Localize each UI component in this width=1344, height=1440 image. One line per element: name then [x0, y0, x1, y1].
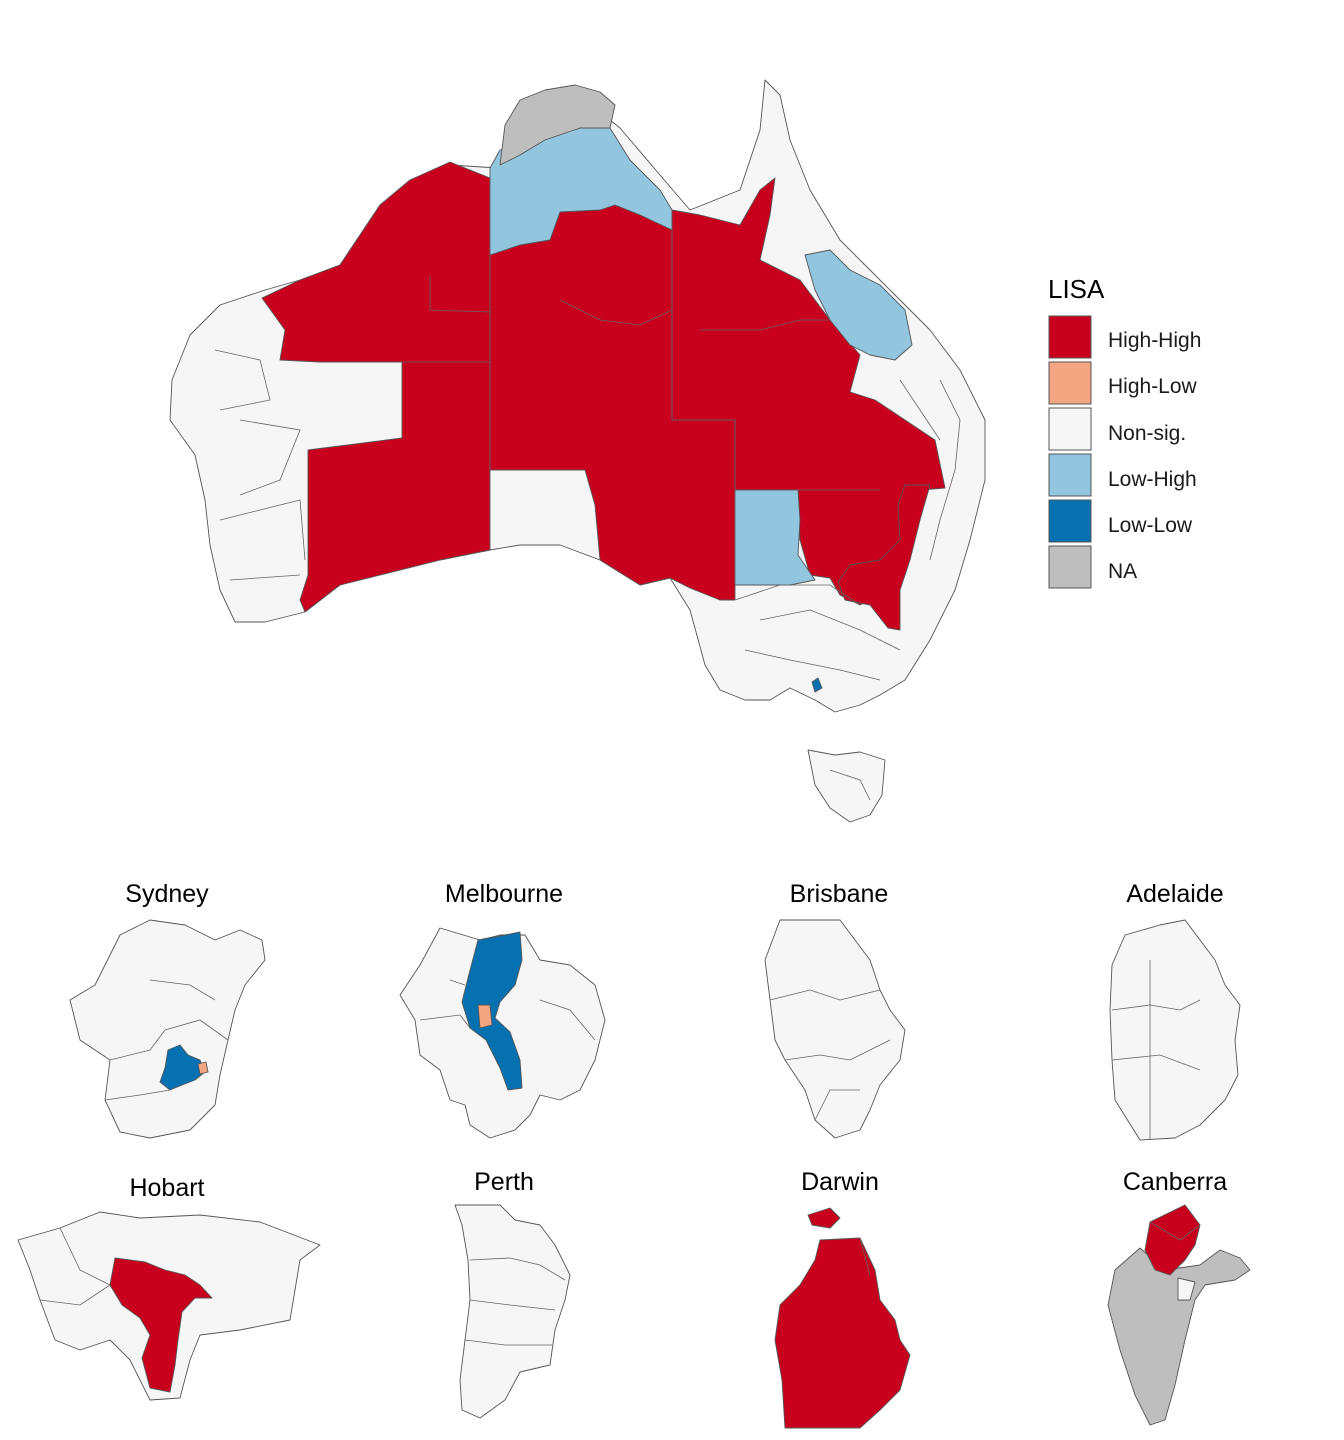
sydney-region-low-low	[159, 1044, 206, 1091]
canberra-region-high-high	[1144, 1204, 1201, 1276]
legend-item-low-low: Low-Low	[1048, 499, 1193, 543]
inset-title-brisbane: Brisbane	[790, 880, 889, 908]
legend-key-na	[1048, 545, 1092, 589]
legend-label-high-high: High-High	[1108, 329, 1201, 352]
legend-label-low-high: Low-High	[1108, 468, 1197, 491]
main-map-boundaries	[214, 178, 961, 801]
canberra-region-non-sig	[1177, 1277, 1196, 1301]
sydney-region-high-low	[197, 1061, 209, 1075]
legend-key-high-high	[1048, 315, 1092, 359]
adelaide-region-base	[1109, 919, 1241, 1141]
melbourne-region-low-low	[461, 931, 523, 1091]
inset-title-perth: Perth	[474, 1168, 534, 1196]
inset-brisbane: Brisbane	[764, 880, 906, 1139]
inset-title-sydney: Sydney	[125, 880, 209, 908]
legend-key-low-high	[1048, 453, 1092, 497]
inset-title-melbourne: Melbourne	[445, 880, 563, 908]
inset-sydney: Sydney	[69, 880, 266, 1139]
region-high-high-west	[261, 161, 491, 613]
australia-map	[169, 79, 986, 823]
region-na-top-end	[499, 84, 616, 166]
inset-darwin: Darwin	[774, 1168, 911, 1429]
melbourne-region-high-low	[477, 1004, 493, 1029]
inset-canberra: Canberra	[1107, 1168, 1251, 1426]
legend-label-na: NA	[1108, 560, 1137, 583]
region-low-high-queensland-coast	[804, 249, 913, 361]
legend-item-low-high: Low-High	[1048, 453, 1197, 497]
canberra-region-na	[1107, 1247, 1251, 1426]
legend-item-high-high: High-High	[1048, 315, 1201, 359]
legend-key-non-sig	[1048, 407, 1092, 451]
inset-hobart: Hobart	[17, 1174, 321, 1401]
darwin-region-high-high	[774, 1237, 911, 1429]
legend-label-high-low: High-Low	[1108, 375, 1198, 398]
darwin-islands	[807, 1207, 841, 1229]
region-low-high-south-west-qld	[734, 489, 816, 586]
inset-title-adelaide: Adelaide	[1126, 880, 1223, 908]
inset-adelaide: Adelaide	[1109, 880, 1241, 1141]
region-high-high-nsw	[837, 484, 931, 631]
brisbane-region-base	[764, 919, 906, 1139]
tasmania	[807, 749, 886, 823]
inset-title-canberra: Canberra	[1123, 1168, 1227, 1196]
legend-item-non-sig: Non-sig.	[1048, 407, 1186, 451]
region-low-low-victoria	[811, 677, 823, 693]
legend-item-high-low: High-Low	[1048, 361, 1198, 405]
hobart-region-high-high	[109, 1257, 213, 1393]
legend-label-non-sig: Non-sig.	[1108, 422, 1186, 445]
inset-title-darwin: Darwin	[801, 1168, 879, 1196]
inset-melbourne: Melbourne	[399, 880, 606, 1139]
legend-item-na: NA	[1048, 545, 1137, 589]
legend-key-high-low	[1048, 361, 1092, 405]
perth-region-base	[454, 1204, 571, 1419]
inset-perth: Perth	[454, 1168, 571, 1419]
legend: LISA High-High High-Low Non-sig. Low-Hig…	[1048, 274, 1201, 589]
legend-key-low-low	[1048, 499, 1092, 543]
legend-label-low-low: Low-Low	[1108, 514, 1193, 537]
inset-title-hobart: Hobart	[129, 1174, 204, 1202]
legend-title: LISA	[1048, 274, 1105, 304]
